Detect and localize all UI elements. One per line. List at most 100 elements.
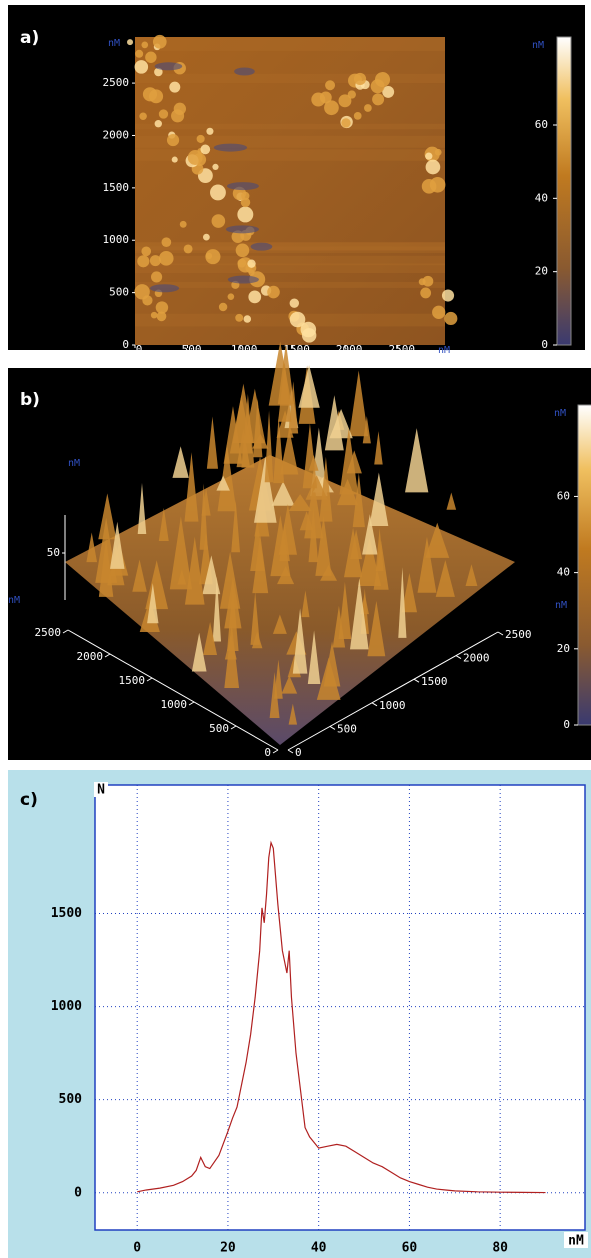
peak [232,383,254,444]
peak [367,600,386,657]
peak [277,342,295,405]
peak [417,536,437,593]
peak [206,416,219,469]
peak [272,614,287,634]
y-tick-label: 2500 [103,76,130,89]
x-label-box [564,1232,588,1248]
peak [264,410,274,483]
terrace [135,37,445,52]
terrace [135,123,445,130]
particle [142,295,153,306]
peak [362,514,378,555]
y-tick-label: 500 [209,722,229,735]
y-tick-label: 0 [264,746,271,759]
colorbar-tick-label: 20 [535,265,548,278]
colorbar-unit: nM [532,40,544,51]
peak [250,591,260,645]
particle [341,118,351,128]
peak [302,423,318,489]
particle [169,81,181,93]
particle [338,94,352,108]
terrace [135,149,445,161]
colorbar-unit: nM [554,408,566,419]
particle [154,120,162,128]
peak [273,416,285,484]
peak [446,492,457,510]
peak [465,564,478,586]
z-unit: nM [68,458,80,469]
y-tick-label: 1500 [51,906,82,921]
peak [374,431,383,465]
particle [210,184,226,201]
x-tick [497,631,504,636]
peak [147,583,159,624]
x-unit: nM [555,600,567,611]
peak [329,408,353,439]
peak [352,473,365,528]
y-tick-label: 1000 [161,698,188,711]
peak [288,494,312,512]
peak [252,534,269,594]
peak [202,555,221,595]
particle [196,134,205,143]
y-tick [146,677,153,682]
peak [86,532,98,563]
peak [281,675,298,694]
particle [151,271,163,283]
colorbar-tick-label: 0 [541,338,548,351]
particle [141,41,149,49]
particle [211,214,226,228]
peak [425,522,450,558]
particle [200,144,211,155]
particle [347,90,356,99]
y-axis [67,629,279,751]
peak [191,632,207,672]
particle [364,104,372,112]
y-tick [104,653,111,658]
particle [135,49,144,58]
y-tick [62,629,69,634]
particle [206,127,214,135]
particle [240,197,251,208]
peak [280,428,299,475]
particle [422,275,434,287]
x-tick-label: 1500 [421,675,448,688]
x-tick-label: 40 [311,1241,327,1256]
particle [155,301,169,314]
peak [338,581,352,639]
particle [127,39,134,46]
particle [418,278,426,286]
y-unit: nM [8,595,20,606]
particle [382,85,395,98]
particle [166,133,180,147]
x-unit: nM [438,345,450,356]
peak [375,528,384,571]
peak [217,444,237,512]
peak [98,493,117,540]
particle [158,109,169,119]
peak [253,456,277,523]
peak [224,623,240,688]
particle [324,100,339,116]
particle [171,156,178,163]
colorbar-tick-label: 20 [557,642,570,655]
particle [205,252,213,260]
peak [227,584,239,651]
peak [274,659,283,699]
peak [158,507,169,542]
particle [141,246,152,257]
x-tick-label: 0 [295,746,302,759]
particle [319,91,332,104]
peak [271,481,295,506]
peak [223,406,243,464]
particle [150,311,158,319]
hole [154,62,183,71]
x-tick-label: 2000 [463,652,490,665]
particle [267,285,280,299]
particle [203,233,210,241]
peak [315,515,332,576]
particle [289,311,306,328]
particle [152,34,167,49]
colorbar-tick-label: 0 [563,718,570,731]
